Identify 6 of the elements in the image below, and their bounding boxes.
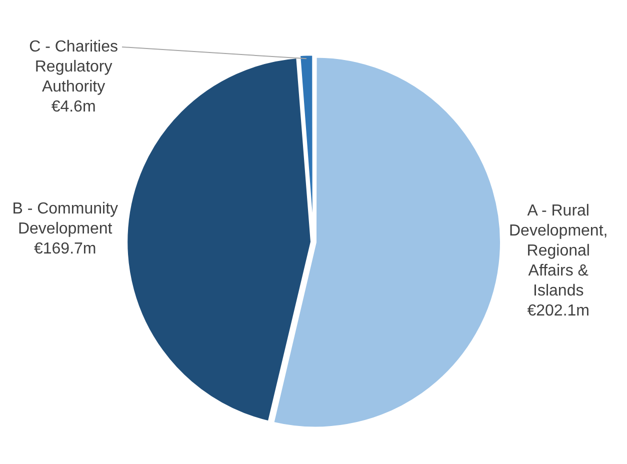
slice-label: C - Charities Regulatory Authority xyxy=(29,38,118,96)
data-label: €4.6m xyxy=(51,98,96,116)
slice-label: A - Rural Development, Regional Affairs & Islands xyxy=(509,202,608,300)
data-label: €169.7m xyxy=(34,240,96,258)
slice-label: B - Community Development xyxy=(12,200,118,238)
data-label: €202.1m xyxy=(527,302,590,320)
